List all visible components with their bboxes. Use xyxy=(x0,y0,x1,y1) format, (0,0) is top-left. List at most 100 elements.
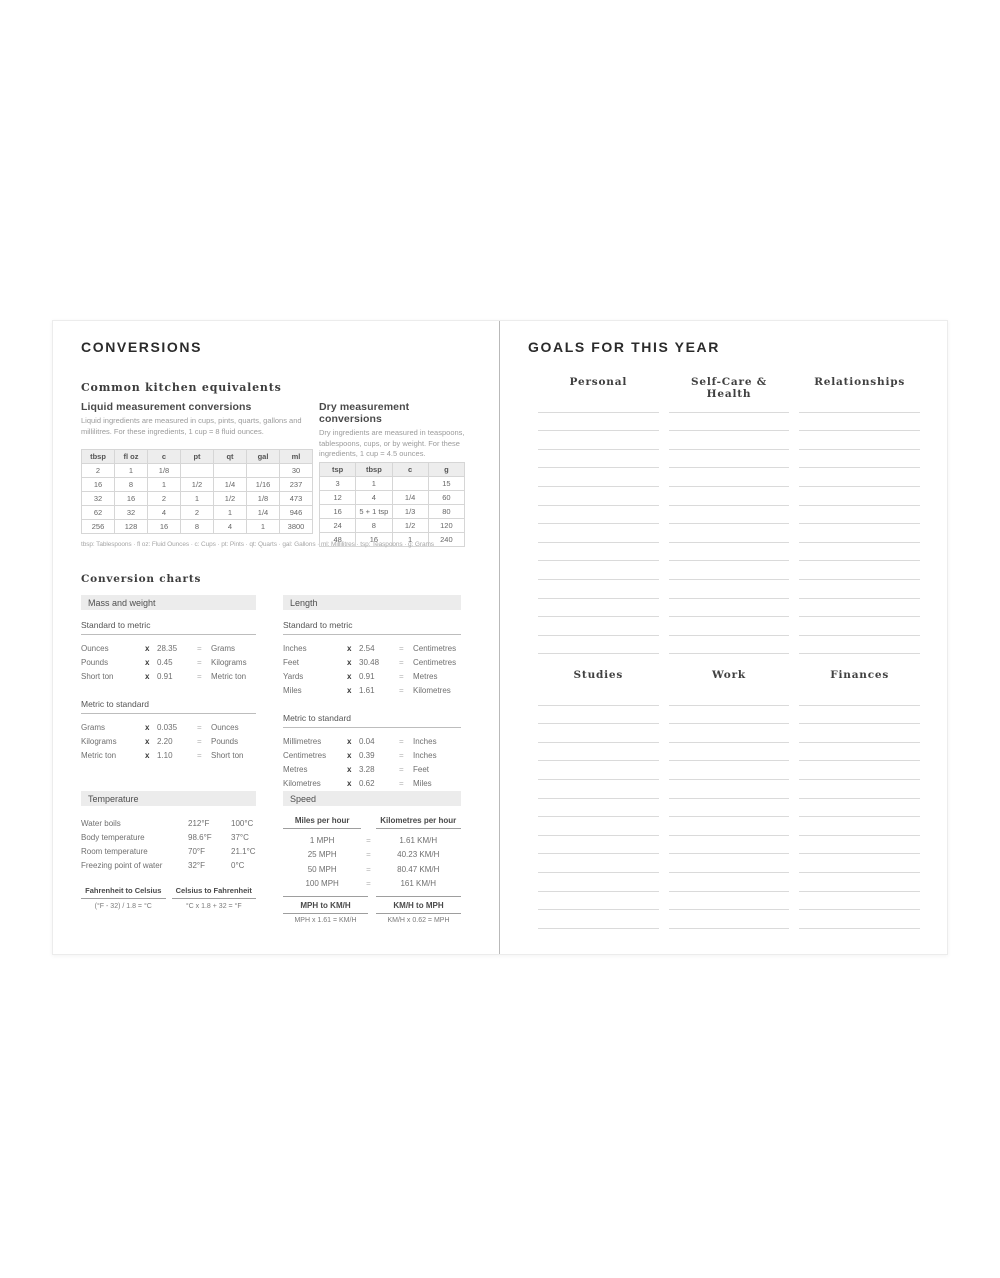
ruled-line xyxy=(668,836,790,855)
table-cell: 1/4 xyxy=(213,477,247,492)
converter-formula: (°F - 32) / 1.8 = °C xyxy=(94,902,152,910)
mass-weight-section: Mass and weight Standard to metric Ounces… xyxy=(81,595,256,778)
table-cell: 32 xyxy=(114,505,148,520)
table-cell: 1/8 xyxy=(246,491,280,506)
conversion-row: Miles x 1.61 = Kilometres xyxy=(283,683,461,697)
equals-symbol: = xyxy=(197,643,202,653)
conversion-factor: 30.48 xyxy=(359,657,380,667)
converter-formula: KM/H x 0.62 = MPH xyxy=(387,917,450,924)
ruled-line xyxy=(538,706,659,725)
conversion-factor: 2.20 xyxy=(157,736,173,746)
goal-column-heading: Work xyxy=(712,669,746,681)
ruled-line xyxy=(538,724,659,743)
conversion-subheading: Standard to metric xyxy=(283,620,461,635)
speed-rows: 1 MPH = 1.61 KM/H 25 MPH = 40.23 KM/H 50 MPH = 8… xyxy=(283,833,461,891)
conversion-to: Short ton xyxy=(211,750,244,760)
ruled-line xyxy=(799,724,921,743)
goal-column-heading: Relationships xyxy=(814,376,906,388)
table-row: 16 5 + 1 tsp 1/3 80 xyxy=(318,503,466,519)
conversion-from: Inches xyxy=(283,643,307,653)
speed-row: 25 MPH = 40.23 KM/H xyxy=(283,848,461,863)
table-cell: 1 xyxy=(246,519,280,534)
table-header-cell: pt xyxy=(180,449,214,464)
conversion-from: Centimetres xyxy=(283,750,327,760)
temperature-converters: Fahrenheit to Celsius (°F - 32) / 1.8 = °… xyxy=(81,886,256,910)
ruled-line xyxy=(538,910,659,929)
table-cell: 1 xyxy=(114,463,148,478)
goal-column-headers: Studies Work Finances xyxy=(538,669,920,687)
multiply-symbol: x xyxy=(347,750,352,760)
ruled-line xyxy=(799,706,921,725)
speed-row: 1 MPH = 1.61 KM/H xyxy=(283,833,461,848)
conversions-page: CONVERSIONS Common kitchen equivalents L… xyxy=(53,321,500,954)
equals-symbol: = xyxy=(197,657,202,667)
ruled-line xyxy=(538,413,659,432)
conversion-factor: 0.91 xyxy=(359,671,375,681)
table-row: 256 128 16 8 4 1 3800 xyxy=(81,519,313,534)
equals-symbol: = xyxy=(366,850,371,860)
table-cell: 1/8 xyxy=(147,463,181,478)
ruled-line xyxy=(538,580,659,599)
table-cell: 240 xyxy=(427,531,466,547)
conversion-from: Kilograms xyxy=(81,736,117,746)
fahrenheit-value: 32°F xyxy=(188,860,205,870)
equals-symbol: = xyxy=(399,778,404,788)
table-cell: 2 xyxy=(180,505,214,520)
ruled-line xyxy=(799,761,921,780)
ruled-line xyxy=(799,524,921,543)
celsius-value: 100°C xyxy=(231,818,254,828)
goal-lines-grid xyxy=(538,394,921,655)
ruled-line xyxy=(799,687,921,706)
table-cell: 2 xyxy=(81,463,115,478)
conversion-from: Millimetres xyxy=(283,736,322,746)
ruled-line xyxy=(538,450,659,469)
goal-column xyxy=(538,687,659,929)
multiply-symbol: x xyxy=(145,722,150,732)
ruled-line xyxy=(799,450,921,469)
conversion-row: Ounces x 28.35 = Grams xyxy=(81,641,256,655)
converter-heading: Celsius to Fahrenheit xyxy=(171,886,256,899)
abbreviations-footnote: tbsp: Tablespoons · fl oz: Fluid Ounces … xyxy=(81,541,434,548)
temperature-row: Body temperature 98.6°F 37°C xyxy=(81,830,256,844)
length-section: Length Standard to metric Inches x 2.54 = Cen… xyxy=(283,595,461,806)
fahrenheit-value: 212°F xyxy=(188,818,210,828)
table-cell: 1 xyxy=(180,491,214,506)
mph-value: 50 MPH xyxy=(307,864,337,874)
ruled-line xyxy=(799,617,921,636)
ruled-line xyxy=(538,892,659,911)
table-cell: 32 xyxy=(81,491,115,506)
ruled-line xyxy=(799,580,921,599)
table-cell: 8 xyxy=(355,517,393,533)
speed-header-mph: Miles per hour xyxy=(283,816,362,829)
multiply-symbol: x xyxy=(145,671,150,681)
length-groups: Standard to metric Inches x 2.54 = Centimetre… xyxy=(283,620,461,790)
table-cell: 1/4 xyxy=(391,489,429,505)
equals-symbol: = xyxy=(399,643,404,653)
ruled-line xyxy=(799,468,921,487)
goal-column xyxy=(799,687,921,929)
celsius-value: 37°C xyxy=(231,832,249,842)
ruled-line xyxy=(668,706,790,725)
ruled-line xyxy=(668,431,790,450)
dry-table-grid: tsp tbsp c g 3 1 15 12 4 1/4 60 16 5 + 1 tsp 1/3 80 24 8… xyxy=(318,461,466,547)
table-cell: 120 xyxy=(427,517,466,533)
converter-formula: MPH x 1.61 = KM/H xyxy=(294,917,357,924)
table-header-cell: qt xyxy=(213,449,247,464)
kmh-value: 40.23 KM/H xyxy=(397,850,440,860)
converter-heading: Fahrenheit to Celsius xyxy=(81,886,166,899)
goals-page: GOALS FOR THIS YEAR Personal Self-Care & … xyxy=(500,321,947,954)
table-row: 2 1 1/8 30 xyxy=(81,463,313,478)
conversion-from: Grams xyxy=(81,722,105,732)
multiply-symbol: x xyxy=(145,657,150,667)
table-cell: 62 xyxy=(81,505,115,520)
table-cell: 12 xyxy=(318,489,357,505)
ruled-line xyxy=(799,780,921,799)
table-cell: 24 xyxy=(318,517,357,533)
conversion-factor: 3.28 xyxy=(359,764,375,774)
equals-symbol: = xyxy=(366,879,371,889)
length-band: Length xyxy=(283,595,461,610)
kmh-value: 80.47 KM/H xyxy=(397,864,440,874)
table-row: 12 4 1/4 60 xyxy=(318,489,466,505)
conversion-row: Grams x 0.035 = Ounces xyxy=(81,720,256,734)
table-cell: 80 xyxy=(427,503,466,519)
